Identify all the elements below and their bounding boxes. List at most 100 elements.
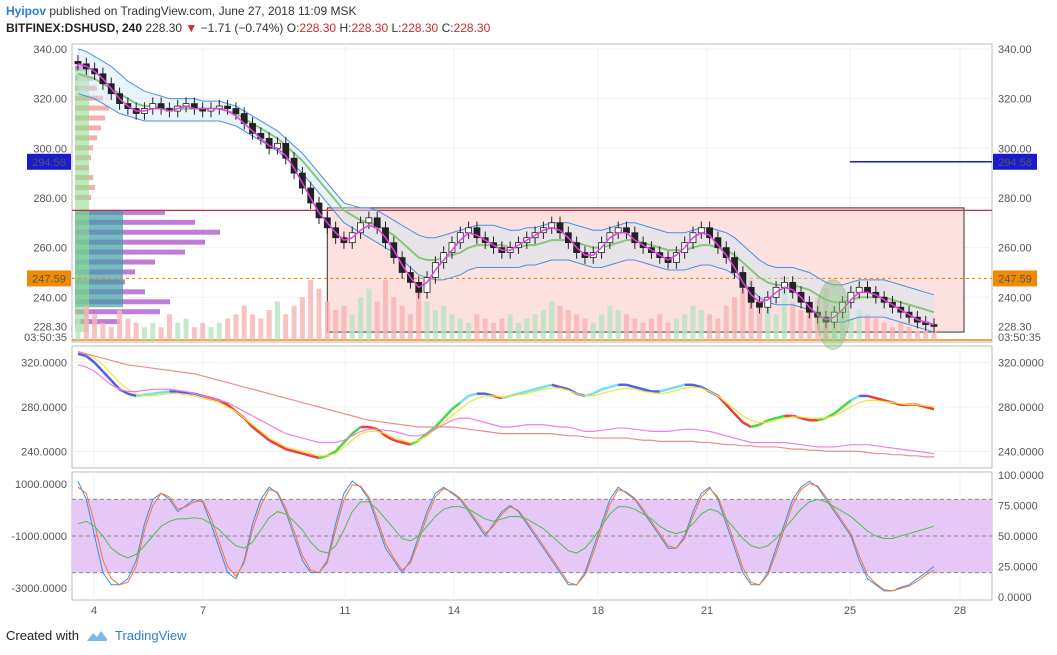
x-tick-label-11: 11: [339, 605, 350, 617]
volume-bar-97: [881, 322, 887, 340]
volume-bar-35: [366, 288, 372, 340]
volume-bar-66: [624, 314, 630, 340]
volume-bar-86: [790, 301, 796, 340]
p2-right-tick-320: 320.0000: [998, 358, 1044, 370]
high-label: H:: [339, 21, 352, 35]
volume-bar-47: [466, 322, 472, 340]
volume-bar-4: [108, 327, 114, 340]
candle-body-28: [307, 187, 315, 204]
symbol-label[interactable]: BITFINEX:DSHUSD, 240: [6, 21, 143, 35]
x-tick-label-14: 14: [448, 605, 460, 617]
volume-bar-51: [499, 318, 505, 340]
fast-moving-average: [77, 63, 935, 326]
x-tick-label-25: 25: [844, 605, 856, 617]
right-tick-260: 260.00: [998, 243, 1032, 255]
p2-series0-seg-69: [642, 388, 652, 393]
p3-left-tick-1: -1000.0000: [11, 531, 67, 543]
volume-bar-25: [283, 314, 289, 340]
volume-bar-72: [673, 318, 679, 340]
volume-bar-82: [756, 297, 762, 340]
volume-bar-13: [183, 318, 189, 340]
p2-left-tick-320: 320.0000: [21, 358, 67, 370]
volume-bar-55: [532, 314, 538, 340]
volume-bar-69: [648, 318, 654, 340]
volume-bar-96: [873, 318, 879, 340]
volume-bar-73: [682, 314, 688, 340]
p2-series0-seg-79: [725, 403, 736, 415]
left-tick-240: 240.00: [33, 292, 67, 304]
p2-series0-seg-24: [268, 439, 279, 446]
candle-body-86: [789, 281, 797, 293]
p3-series-2: [77, 498, 935, 559]
volume-bar-11: [166, 314, 172, 340]
p2-series0-seg-72: [667, 385, 677, 391]
volume-bar-27: [299, 297, 305, 340]
candle-body-48: [473, 227, 481, 239]
volume-bar-43: [432, 310, 438, 340]
volume-bar-6: [125, 318, 131, 340]
volume-bar-80: [740, 288, 746, 340]
p2-series0-seg-45: [442, 408, 453, 419]
volume-bar-28: [308, 280, 314, 340]
price-tag-left-0: [27, 153, 71, 170]
p2-series0-seg-26: [285, 447, 295, 453]
candle-body-58: [556, 222, 564, 234]
price-change: −1.71 (−0.74%): [200, 21, 284, 35]
last-price: 228.30: [145, 21, 183, 35]
right-tick-300: 300.00: [998, 143, 1032, 155]
p2-series0-seg-22: [251, 425, 262, 435]
high-value: 228.30: [351, 21, 389, 35]
volume-bar-52: [507, 314, 513, 340]
volume-bar-39: [399, 305, 405, 340]
p2-series0-seg-57: [543, 383, 553, 389]
price-tag-right-text-1: 247.59: [998, 273, 1032, 285]
p2-series0-seg-67: [626, 383, 636, 389]
volume-bar-21: [250, 314, 256, 340]
p2-series0-seg-5: [110, 379, 121, 391]
highlight-ellipse: [816, 279, 850, 350]
volume-bar-48: [474, 314, 480, 340]
volume-bar-54: [524, 318, 530, 340]
x-tick-label-28: 28: [954, 605, 966, 617]
tradingview-brand-link[interactable]: TradingView: [114, 628, 187, 643]
right-tick-240: 240.00: [998, 292, 1032, 304]
volume-bar-20: [241, 305, 247, 340]
volume-bar-60: [574, 314, 580, 340]
x-tick-label-7: 7: [200, 605, 206, 617]
p2-series0-seg-71: [659, 388, 669, 393]
volume-bar-70: [657, 314, 663, 340]
x-tick-label-18: 18: [592, 605, 604, 617]
volume-bar-68: [640, 322, 646, 340]
p2-series0-seg-38: [384, 434, 395, 442]
volume-bar-12: [175, 322, 181, 340]
volume-profile-bar-5: [75, 115, 105, 121]
p3-right-tick-50: 50.0000: [998, 531, 1038, 543]
p2-series-3: [77, 350, 934, 458]
p2-series0-seg-81: [742, 421, 752, 429]
down-arrow-icon: ▼: [185, 21, 198, 35]
bollinger-upper: [77, 48, 935, 296]
p2-series0-seg-59: [559, 385, 569, 391]
volume-bar-24: [274, 301, 280, 340]
low-label: L:: [391, 21, 402, 35]
left-tick-last: 228.30: [33, 321, 67, 333]
tradingview-logo-icon[interactable]: [85, 629, 109, 643]
price-tag-left-text-1: 247.59: [32, 273, 66, 285]
price-tag-right-text-0: 294.58: [998, 157, 1032, 169]
author-name[interactable]: Hyipov: [6, 4, 47, 18]
volume-bar-2: [92, 314, 98, 340]
p2-series0-seg-3: [93, 361, 104, 373]
publish-info: published on TradingView.com, June 27, 2…: [49, 4, 357, 18]
volume-bar-71: [665, 322, 671, 340]
volume-bar-9: [150, 322, 156, 340]
x-tick-label-4: 4: [91, 605, 97, 617]
p3-right-tick-25: 25.0000: [998, 562, 1038, 574]
volume-bar-32: [341, 305, 347, 340]
p2-series0-seg-92: [833, 406, 844, 415]
volume-bar-92: [840, 314, 846, 340]
price-tag-right-1: [993, 270, 1037, 287]
right-tick-320: 320.00: [998, 94, 1032, 106]
p2-series0-seg-1: [77, 352, 87, 358]
p2-series0-seg-40: [401, 441, 411, 446]
